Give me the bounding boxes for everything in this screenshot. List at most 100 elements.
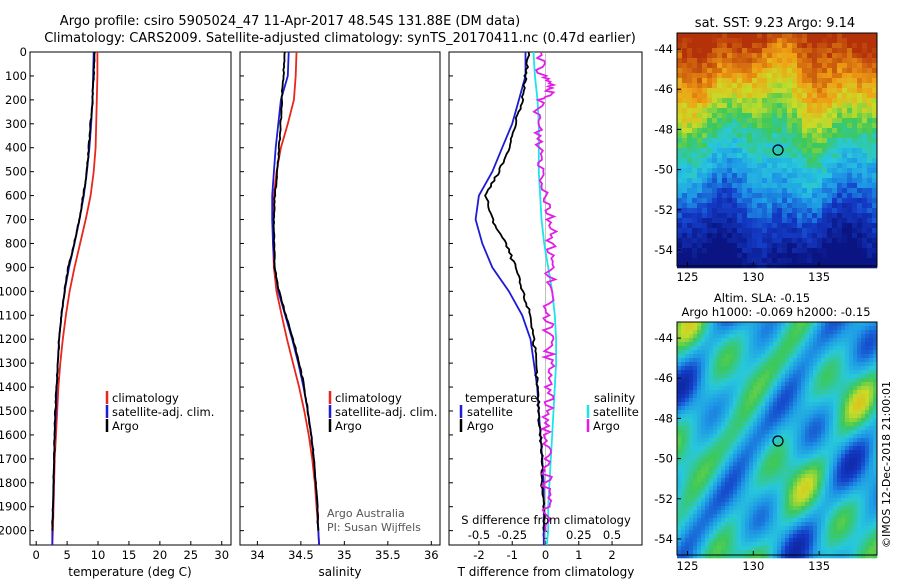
series-temperature-argo: [484, 51, 546, 531]
depth-tick-label: 1600: [0, 428, 27, 442]
s-difference-label: S difference from climatology: [461, 513, 631, 527]
depth-tick-label: 2000: [0, 524, 27, 538]
map-lat-label: -44: [654, 42, 673, 56]
series-temperature-satellite: [474, 52, 545, 545]
sst-map-axes: -44 -46 -48 -50 -52 -54 125 130 135: [654, 42, 830, 284]
s-diff-tick-label: -0.5: [468, 528, 490, 542]
map-lon-label: 135: [808, 270, 830, 284]
credit-argo-australia: Argo Australia: [327, 507, 405, 520]
map-lat-label: -48: [654, 411, 673, 425]
map-lat-label: -52: [654, 492, 673, 506]
sst-map: [677, 33, 878, 269]
x-tick-label: 30: [214, 548, 229, 562]
sla-map-axes: -44 -46 -48 -50 -52 -54 125 130 135: [654, 331, 830, 573]
legend-label-satellite: satellite-adj. clim.: [335, 405, 437, 419]
x-tick-label: 2: [608, 548, 615, 562]
x-tick-label: 1: [575, 548, 582, 562]
map-lon-label: 125: [677, 270, 699, 284]
legend-label-climatology: climatology: [112, 391, 179, 405]
x-tick-label: 10: [91, 548, 106, 562]
sla-map-title-1: Altim. SLA: -0.15: [714, 291, 810, 305]
depth-axis: 0 100 200 300 400 500 600 700 800 900 1000 1100 1200…: [0, 45, 453, 538]
legend-title-temperature: temperature: [465, 391, 537, 405]
legend-label-s-argo: Argo: [593, 419, 620, 433]
x-tick-label: 5: [63, 548, 70, 562]
depth-tick-label: 1700: [0, 452, 27, 466]
salinity-x-axis: 34 34.5 35 35.5 36: [250, 541, 439, 562]
x-tick-label: 34.5: [288, 548, 314, 562]
x-tick-label: 25: [183, 548, 198, 562]
series-salinity-argo: [532, 51, 559, 531]
credit-pi: PI: Susan Wijffels: [327, 521, 421, 534]
title-line-1: Argo profile: csiro 5905024_47 11-Apr-20…: [60, 14, 520, 29]
map-lat-label: -52: [654, 203, 673, 217]
sla-map-title-2: Argo h1000: -0.069 h2000: -0.15: [681, 305, 870, 319]
sst-map-frame: [676, 32, 878, 267]
map-lon-label: 130: [742, 559, 764, 573]
difference-xlabel: T difference from climatology: [457, 565, 635, 579]
salinity-lines: [271, 51, 320, 546]
depth-tick-label: 900: [5, 260, 27, 274]
x-tick-label: 36: [424, 548, 439, 562]
depth-tick-label: 1800: [0, 476, 27, 490]
difference-lines: [474, 51, 559, 546]
legend-label-climatology: climatology: [335, 391, 402, 405]
depth-tick-label: 0: [20, 45, 27, 59]
map-lat-label: -50: [654, 163, 673, 177]
salinity-legend: climatology satellite-adj. clim. Argo Ar…: [327, 391, 437, 534]
legend-label-s-satellite: satellite: [593, 405, 639, 419]
depth-tick-label: 400: [5, 141, 27, 155]
map-lat-label: -44: [654, 331, 673, 345]
salinity-xlabel: salinity: [318, 565, 361, 579]
depth-tick-label: 800: [5, 236, 27, 250]
series-climatology: [272, 51, 320, 546]
salinity-panel: [239, 51, 441, 546]
legend-label-t-argo: Argo: [467, 419, 494, 433]
map-lon-label: 125: [677, 559, 699, 573]
difference-x-axis: -2 -1 0 1 2-0.5 -0.25 0 0.25 0.5: [468, 52, 621, 562]
temperature-legend: climatology satellite-adj. clim. Argo: [105, 391, 214, 433]
legend-label-argo: Argo: [112, 419, 139, 433]
legend-label-argo: Argo: [335, 419, 362, 433]
depth-tick-label: 600: [5, 189, 27, 203]
legend-label-satellite: satellite-adj. clim.: [112, 405, 214, 419]
x-tick-label: -2: [473, 548, 484, 562]
depth-tick-label: 200: [5, 93, 27, 107]
depth-tick-label: 1300: [0, 356, 27, 370]
temperature-x-axis: 0 5 10 15 20 25 30: [33, 541, 229, 562]
argo-location-marker: [772, 435, 784, 447]
title-line-2: Climatology: CARS2009. Satellite-adjuste…: [44, 31, 636, 46]
x-tick-label: 0: [542, 548, 549, 562]
argo-location-marker: [772, 144, 784, 156]
x-tick-label: 34: [250, 548, 265, 562]
s-diff-tick-label: 0.5: [603, 528, 621, 542]
depth-tick-label: 1400: [0, 380, 27, 394]
series-argo: [51, 51, 96, 531]
x-tick-label: -1: [506, 548, 517, 562]
legend-label-t-satellite: satellite: [467, 405, 513, 419]
depth-tick-label: 1500: [0, 404, 27, 418]
x-tick-label: 15: [122, 548, 137, 562]
depth-tick-label: 100: [5, 69, 27, 83]
depth-tick-label: 500: [5, 165, 27, 179]
x-tick-label: 35: [337, 548, 352, 562]
difference-legend: temperature salinity satellite Argo sate…: [459, 391, 639, 527]
map-lon-label: 130: [742, 270, 764, 284]
temperature-xlabel: temperature (deg C): [68, 565, 191, 579]
s-diff-tick-label: 0.25: [566, 528, 592, 542]
sst-map-title: sat. SST: 9.23 Argo: 9.14: [695, 16, 855, 31]
series-argo: [272, 51, 320, 531]
x-tick-label: 35.5: [375, 548, 401, 562]
s-diff-tick-label: -0.25: [497, 528, 527, 542]
map-lat-label: -46: [654, 82, 673, 96]
temperature-lines: [51, 51, 99, 546]
map-lat-label: -46: [654, 371, 673, 385]
x-tick-label: 0: [33, 548, 40, 562]
sla-map-frame: [676, 321, 878, 556]
legend-title-salinity: salinity: [594, 391, 635, 405]
x-tick-label: 20: [153, 548, 168, 562]
map-lon-label: 135: [808, 559, 830, 573]
map-lat-label: -48: [654, 122, 673, 136]
map-lat-label: -54: [654, 532, 673, 546]
